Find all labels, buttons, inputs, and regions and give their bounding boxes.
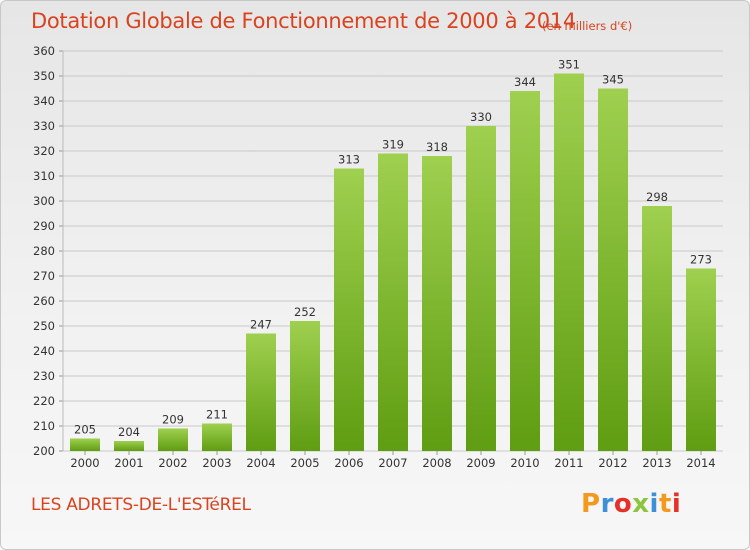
- y-tick-label: 350: [33, 69, 55, 83]
- bar-2010: [510, 91, 540, 451]
- y-tick-label: 240: [33, 344, 55, 358]
- x-tick-label-2011: 2011: [554, 456, 583, 470]
- logo-letter: x: [632, 489, 650, 519]
- x-tick-label-2013: 2013: [642, 456, 671, 470]
- bar-2002: [158, 428, 188, 451]
- data-label-2008: 318: [426, 140, 448, 154]
- data-label-2003: 211: [206, 408, 228, 422]
- logo-letter: i: [671, 489, 682, 519]
- y-tick-label: 290: [33, 219, 55, 233]
- y-tick-label: 330: [33, 119, 55, 133]
- bar-2001: [114, 441, 144, 451]
- x-tick-label-2002: 2002: [158, 456, 187, 470]
- data-labels: 205 204 209 211 247 252 313 319 318 330 344 351 345 2…: [74, 58, 712, 440]
- y-tick-label: 360: [33, 44, 55, 58]
- bar-2011: [554, 73, 584, 451]
- logo-letter: P: [581, 489, 601, 519]
- y-tick-label: 270: [33, 269, 55, 283]
- x-tick-label-2008: 2008: [422, 456, 451, 470]
- x-tick-label-2000: 2000: [70, 456, 99, 470]
- logo-letter: i: [649, 489, 659, 519]
- y-tick-label: 260: [33, 294, 55, 308]
- data-label-2014: 273: [690, 253, 712, 267]
- y-tick-label: 280: [33, 244, 55, 258]
- data-label-2002: 209: [162, 413, 184, 427]
- data-label-2012: 345: [602, 73, 624, 87]
- x-tick-label-2001: 2001: [114, 456, 143, 470]
- data-label-2006: 313: [338, 153, 360, 167]
- bar-2014: [686, 268, 716, 451]
- x-tick-label-2003: 2003: [202, 456, 231, 470]
- data-label-2000: 205: [74, 423, 96, 437]
- y-tick-label: 250: [33, 319, 55, 333]
- data-label-2013: 298: [646, 190, 668, 204]
- x-tick-label-2010: 2010: [510, 456, 539, 470]
- y-tick-label: 220: [33, 394, 55, 408]
- chart-title: Dotation Globale de Fonctionnement de 20…: [31, 9, 576, 33]
- x-tick-label-2009: 2009: [466, 456, 495, 470]
- y-tick-label: 230: [33, 369, 55, 383]
- y-tick-label: 320: [33, 144, 55, 158]
- y-tick-label: 210: [33, 419, 55, 433]
- bar-2006: [334, 168, 364, 451]
- x-axis-ticks: 2000 2001 2002 2003 2004 2005 2006 2007 2008 2009…: [70, 451, 716, 470]
- x-tick-label-2012: 2012: [598, 456, 627, 470]
- proxiti-logo: Proxiti: [581, 489, 681, 519]
- logo-letter: r: [600, 489, 614, 519]
- bar-2004: [246, 333, 276, 451]
- bars: [70, 73, 716, 451]
- bar-2008: [422, 156, 452, 451]
- bar-2003: [202, 423, 232, 451]
- commune-name: LES ADRETS-DE-L'ESTéREL: [31, 495, 251, 515]
- bar-2007: [378, 153, 408, 451]
- data-label-2011: 351: [558, 58, 580, 72]
- logo-letter: t: [658, 489, 672, 519]
- bar-2009: [466, 126, 496, 451]
- x-tick-label-2004: 2004: [246, 456, 275, 470]
- y-axis-ticks: 200 210 220 230 240 250 260 270 280 290 300 310 320 3…: [33, 44, 55, 458]
- bar-2000: [70, 438, 100, 451]
- data-label-2004: 247: [250, 318, 272, 332]
- bar-2005: [290, 321, 320, 451]
- logo-letter: o: [613, 489, 633, 519]
- data-label-2009: 330: [470, 110, 492, 124]
- y-tick-label: 340: [33, 94, 55, 108]
- y-tick-label: 310: [33, 169, 55, 183]
- data-label-2007: 319: [382, 138, 404, 152]
- y-tick-label: 300: [33, 194, 55, 208]
- x-tick-label-2014: 2014: [686, 456, 715, 470]
- x-tick-label-2005: 2005: [290, 456, 319, 470]
- bar-2012: [598, 88, 628, 451]
- y-tick-label: 200: [33, 444, 55, 458]
- data-label-2001: 204: [118, 425, 140, 439]
- bar-2013: [642, 206, 672, 451]
- chart-unit: (en milliers d'€): [542, 19, 633, 33]
- data-label-2010: 344: [514, 75, 536, 89]
- x-tick-label-2006: 2006: [334, 456, 363, 470]
- data-label-2005: 252: [294, 305, 316, 319]
- x-tick-label-2007: 2007: [378, 456, 407, 470]
